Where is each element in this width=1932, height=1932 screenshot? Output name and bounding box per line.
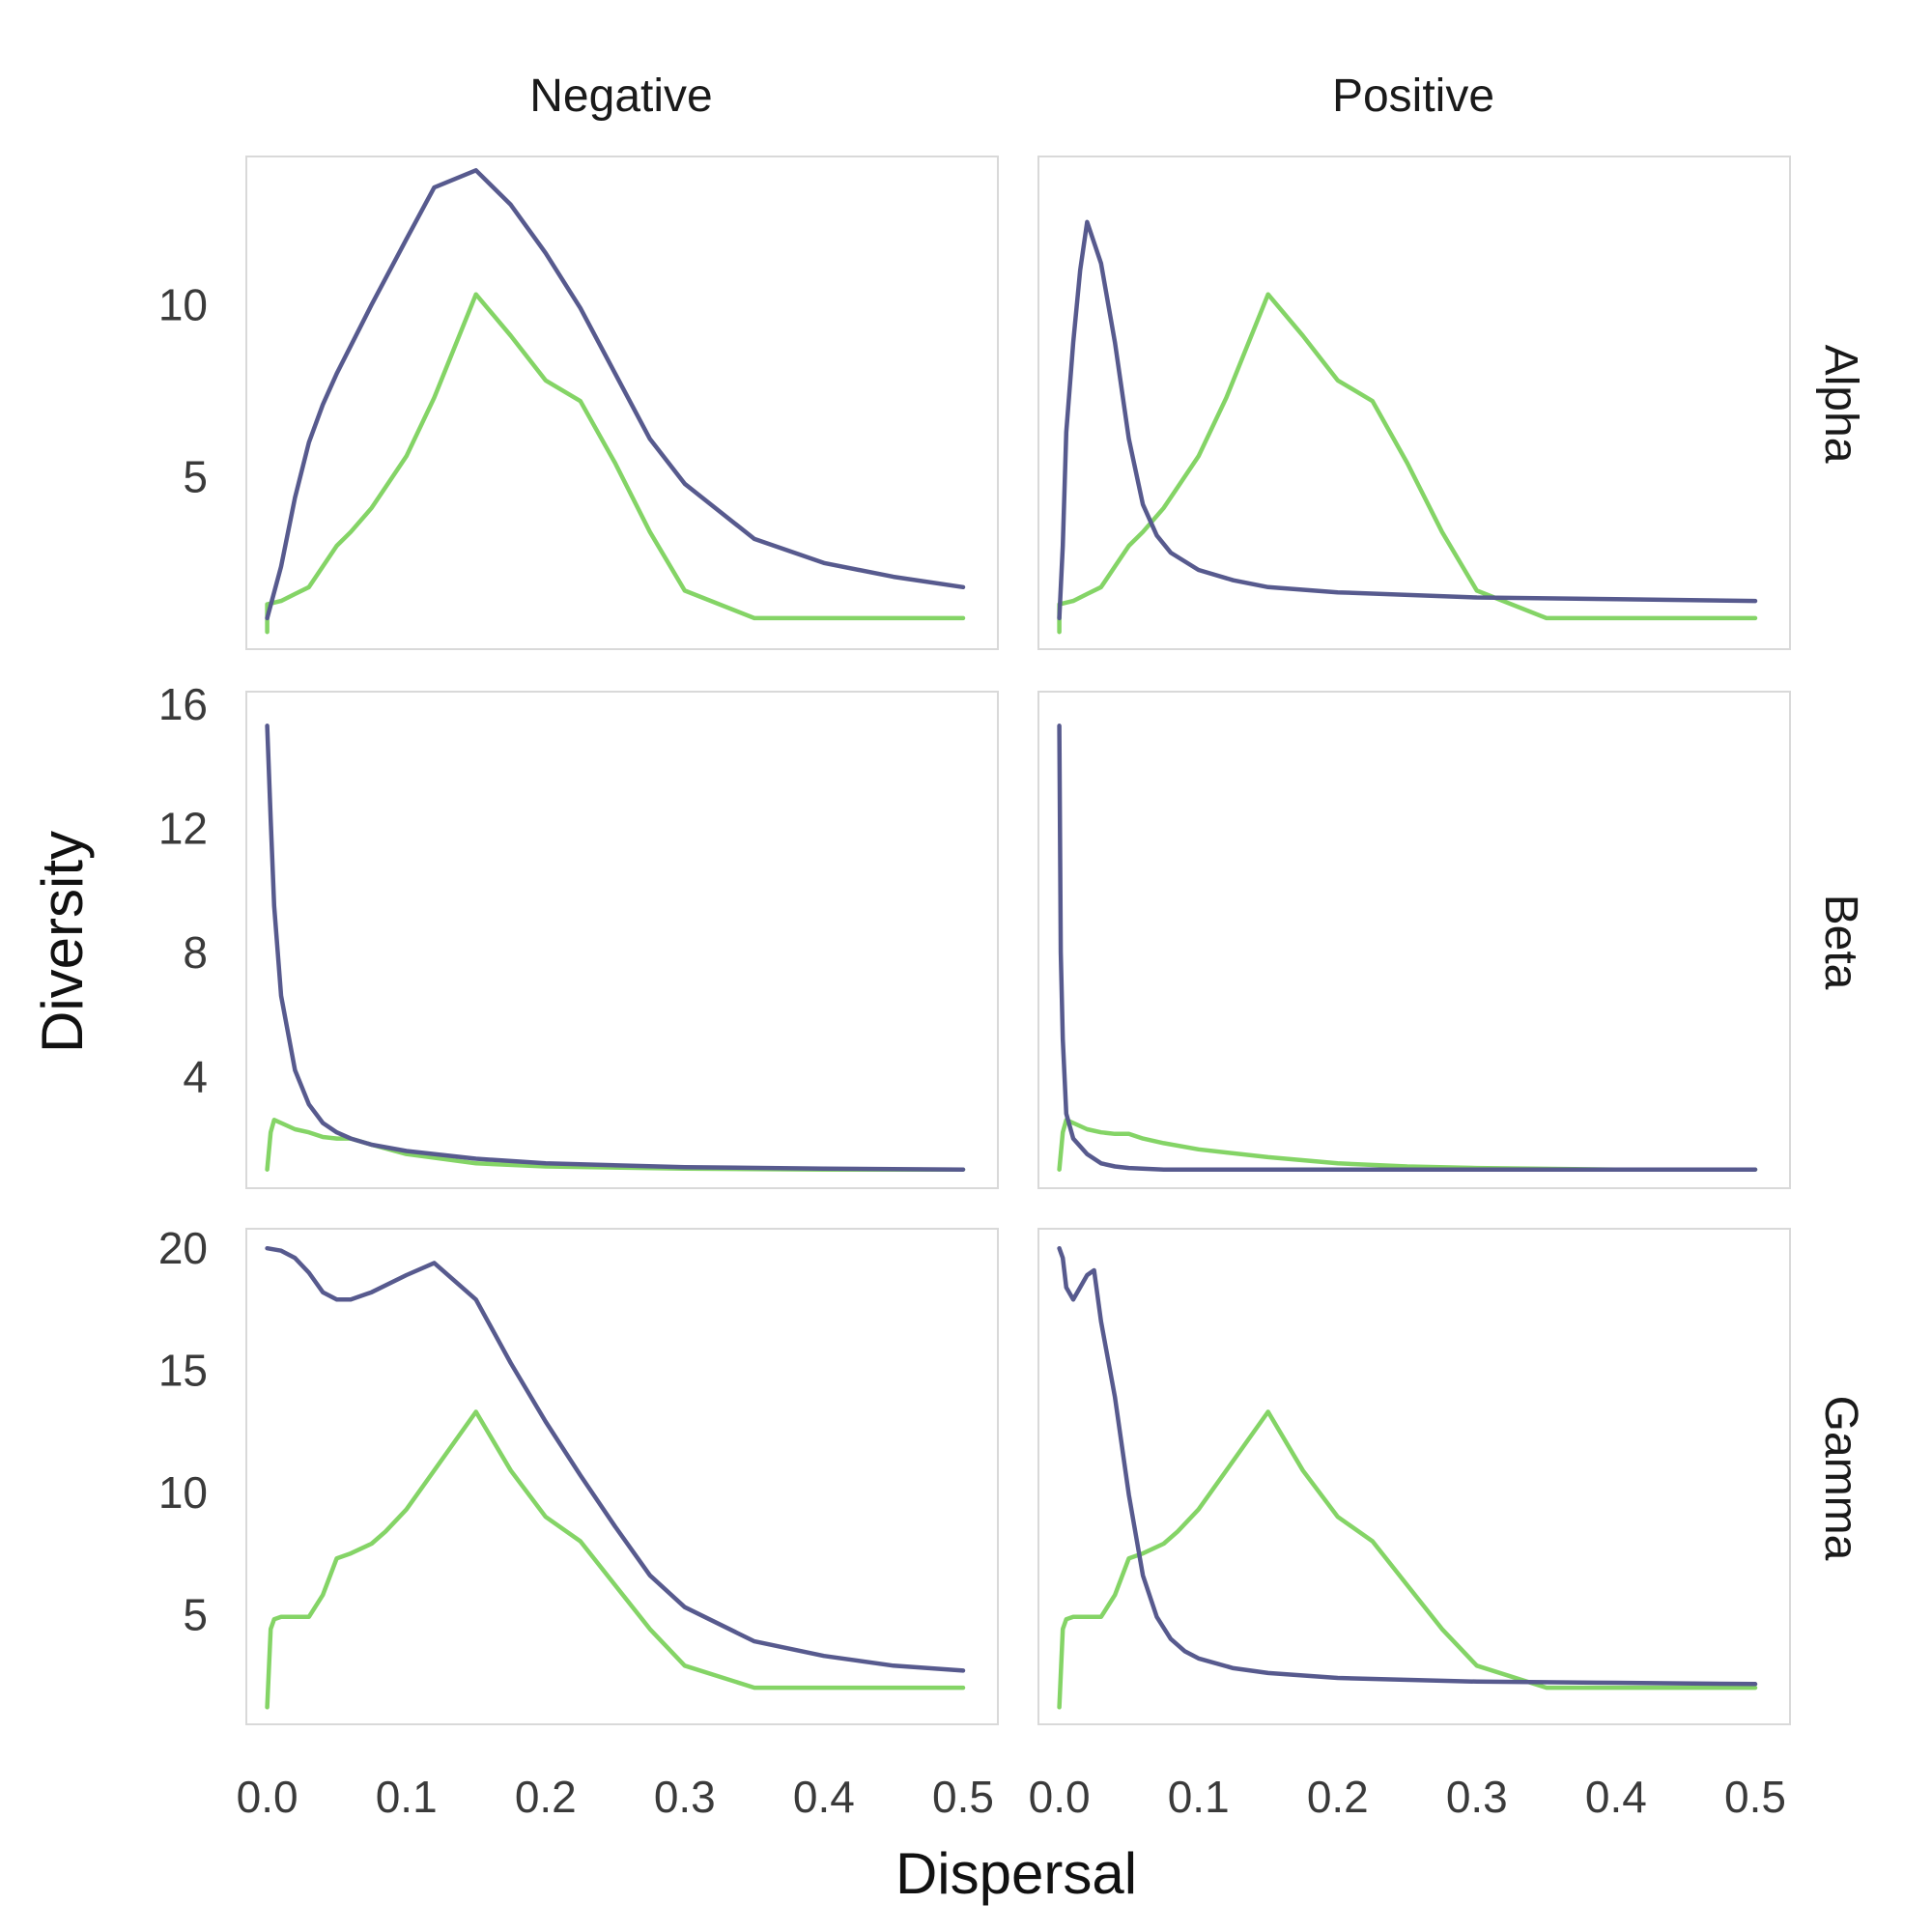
x-tick-label: 0.0 xyxy=(1029,1772,1091,1822)
series-line-blue xyxy=(265,724,966,1172)
x-tick-label: 0.3 xyxy=(1446,1772,1508,1822)
panel-gamma-negative xyxy=(245,1228,999,1725)
y-tick-label: 5 xyxy=(183,452,208,502)
x-tick-label: 0.4 xyxy=(793,1772,855,1822)
row-label-gamma: Gamma xyxy=(1815,1396,1866,1561)
panel-gamma-positive xyxy=(1037,1228,1791,1725)
series-line-blue xyxy=(265,168,966,621)
series-line-green xyxy=(265,1409,966,1710)
column-label-positive: Positive xyxy=(1332,71,1494,122)
x-tick-label: 0.3 xyxy=(654,1772,716,1822)
x-tick-label: 0.2 xyxy=(515,1772,577,1822)
series-line-green xyxy=(1057,292,1758,635)
y-tick-label: 12 xyxy=(158,803,208,853)
panel-grid: 5 10 4 8 12 16 5 10 15 20 0.0 0.1 0.2 0.3 0.4 0.5 0.0 0.1… xyxy=(158,156,1791,1822)
panel-alpha-positive xyxy=(1037,156,1791,650)
x-axis-title: Dispersal xyxy=(895,1841,1137,1906)
panel-frame xyxy=(1037,156,1791,650)
series-line-green xyxy=(1057,1409,1758,1710)
panel-beta-positive xyxy=(1037,691,1791,1189)
x-tick-label: 0.5 xyxy=(932,1772,994,1822)
x-tick-label: 0.1 xyxy=(376,1772,438,1822)
x-tick-label: 0.4 xyxy=(1585,1772,1647,1822)
series-line-blue xyxy=(1057,219,1758,621)
series-line-blue xyxy=(265,1245,966,1673)
panel-frame xyxy=(1037,1228,1791,1725)
panel-frame xyxy=(245,1228,999,1725)
series-line-green xyxy=(1057,1118,1758,1172)
x-tick-label: 0.5 xyxy=(1724,1772,1786,1822)
y-tick-label: 10 xyxy=(158,1467,208,1518)
y-tick-label: 10 xyxy=(158,279,208,329)
y-tick-label: 20 xyxy=(158,1223,208,1273)
series-line-green xyxy=(265,292,966,635)
x-tick-label: 0.2 xyxy=(1307,1772,1369,1822)
panel-frame xyxy=(245,156,999,650)
x-tick-label: 0.0 xyxy=(237,1772,298,1822)
series-line-green xyxy=(265,1118,966,1172)
row-label-alpha: Alpha xyxy=(1815,345,1866,464)
series-line-blue xyxy=(1057,724,1758,1172)
panel-frame xyxy=(245,691,999,1189)
y-tick-label: 16 xyxy=(158,679,208,729)
y-tick-label: 4 xyxy=(183,1051,208,1101)
series-line-blue xyxy=(1057,1245,1758,1687)
y-axis-title: Diversity xyxy=(30,831,95,1053)
column-label-negative: Negative xyxy=(529,71,712,122)
panel-beta-negative xyxy=(245,691,999,1189)
x-tick-label: 0.1 xyxy=(1168,1772,1230,1822)
row-label-beta: Beta xyxy=(1815,895,1866,990)
y-tick-label: 8 xyxy=(183,927,208,978)
panel-frame xyxy=(1037,691,1791,1189)
y-tick-label: 15 xyxy=(158,1346,208,1396)
panel-alpha-negative xyxy=(245,156,999,650)
y-tick-label: 5 xyxy=(183,1589,208,1639)
